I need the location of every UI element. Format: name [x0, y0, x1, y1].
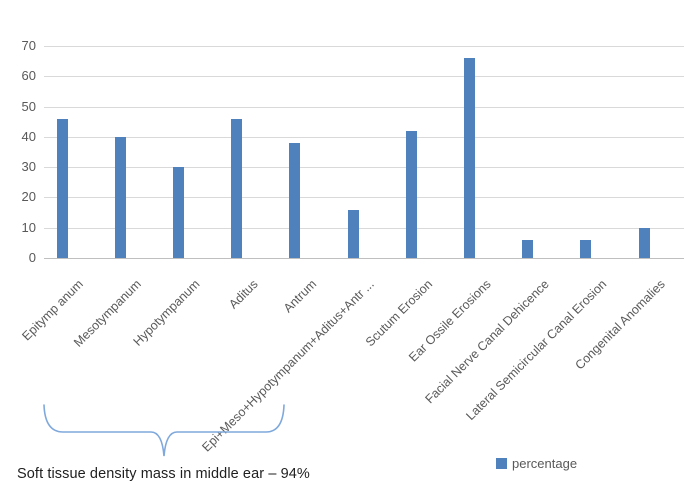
bar-3: [231, 118, 243, 258]
bar-8: [522, 239, 534, 258]
legend-swatch-icon: [496, 458, 507, 469]
y-axis-tick-label: 50: [21, 99, 36, 114]
brace-path: [43, 404, 285, 457]
y-axis-tick-label: 0: [28, 250, 36, 265]
y-axis-tick-label: 60: [21, 68, 36, 83]
bar-4: [289, 142, 301, 258]
x-axis-label-8: Facial Nerve Canal Dehicence: [422, 277, 552, 407]
gridline-20: [44, 197, 684, 198]
gridline-60: [44, 76, 684, 77]
bar-10: [638, 227, 650, 258]
x-axis-label-4: Antrum: [280, 277, 319, 316]
bar-9: [580, 239, 592, 258]
y-axis-tick-label: 30: [21, 159, 36, 174]
bar-5: [347, 209, 359, 258]
y-axis-tick-label: 70: [21, 38, 36, 53]
gridline-10: [44, 228, 684, 229]
legend: percentage: [496, 456, 577, 471]
bar-1: [114, 136, 126, 258]
annotation-text: Soft tissue density mass in middle ear –…: [17, 466, 310, 482]
y-axis-tick-label: 10: [21, 220, 36, 235]
gridline-30: [44, 167, 684, 168]
legend-label: percentage: [512, 456, 578, 471]
gridline-70: [44, 46, 684, 47]
bar-2: [172, 167, 184, 258]
brace-annotation: [43, 404, 285, 457]
bar-7: [463, 58, 475, 258]
gridline-0: [44, 258, 684, 259]
bar-0: [56, 118, 68, 258]
gridline-50: [44, 107, 684, 108]
x-axis-label-3: Aditus: [226, 277, 261, 312]
y-axis-tick-label: 40: [21, 129, 36, 144]
y-axis-tick-label: 20: [21, 189, 36, 204]
bar-6: [405, 130, 417, 258]
gridline-40: [44, 137, 684, 138]
